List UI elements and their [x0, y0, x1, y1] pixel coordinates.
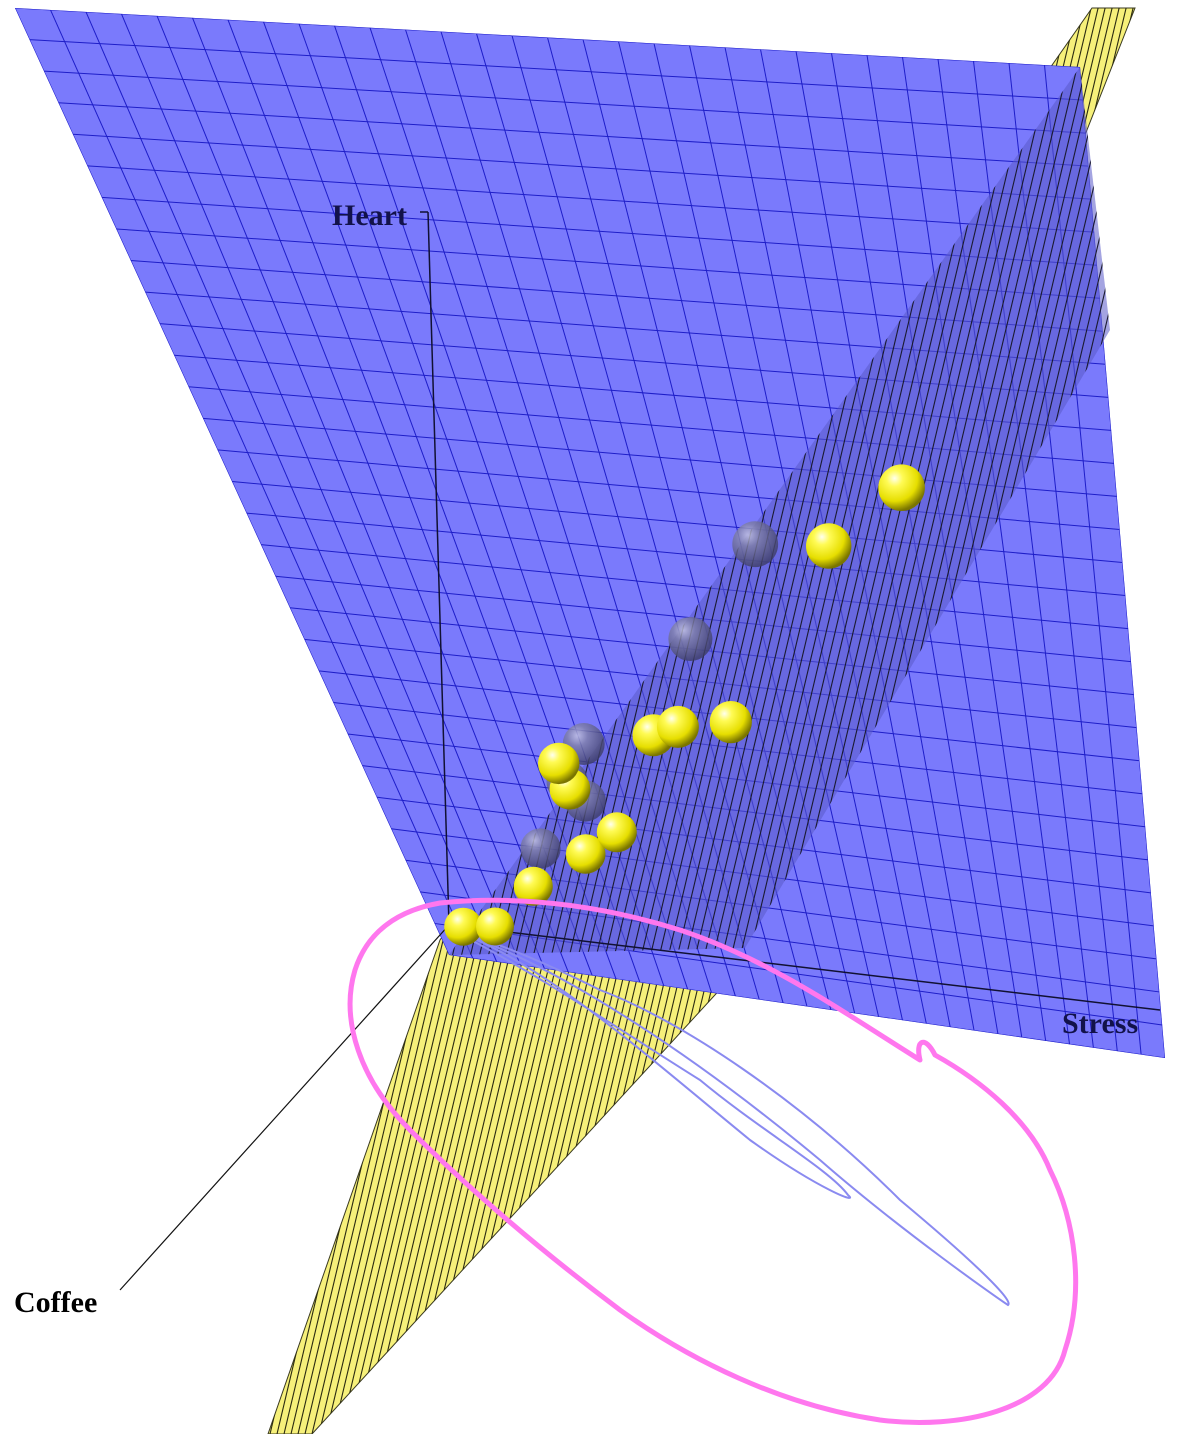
- data-point-sphere: [444, 907, 483, 946]
- hatch-line: [0, 0, 64, 1434]
- hatch-line: [1140, 0, 1190, 1434]
- coffee-axis-line: [119, 924, 450, 1291]
- hatch-line: [1167, 0, 1190, 1434]
- hatch-line: [0, 0, 99, 1434]
- hatch-line: [0, 0, 127, 1434]
- hatch-line: [0, 0, 85, 1434]
- data-point-sphere: [596, 812, 637, 853]
- axes: [119, 211, 1161, 1291]
- hatch-line: [1158, 0, 1190, 1434]
- hatch-line: [1176, 0, 1190, 1434]
- hatch-line: [0, 0, 121, 1434]
- heart-axis-line: [427, 211, 450, 926]
- hatch-line: [1138, 0, 1190, 1434]
- hatch-line: [0, 0, 76, 1434]
- contour-loops: [451, 929, 1010, 1307]
- hatch-line: [1166, 0, 1190, 1434]
- stress-axis-line: [448, 924, 1161, 1011]
- hatch-line: [1149, 0, 1190, 1434]
- grid-line: [58, 102, 1089, 167]
- contour-outer: [451, 929, 1010, 1307]
- hatch-line: [0, 0, 22, 1434]
- heart-axis-label: Heart: [332, 199, 407, 232]
- hatch-line: [0, 0, 112, 1434]
- hatch-line: [0, 0, 49, 1434]
- hatch-line: [1180, 0, 1190, 1434]
- hatch-line: [1145, 0, 1190, 1434]
- hatch-line: [0, 0, 85, 1434]
- data-point-sphere: [732, 521, 779, 568]
- grid-line: [72, 133, 1092, 200]
- hatch-line: [707, 67, 1049, 955]
- hatch-line: [0, 0, 71, 1434]
- hatch-line: [1159, 0, 1190, 1434]
- hatch-line: [689, 67, 1031, 955]
- hatch-line: [0, 0, 67, 1434]
- hatch-line: [0, 0, 78, 1434]
- data-point-sphere: [538, 742, 580, 785]
- data-point-sphere: [476, 907, 514, 946]
- data-point-sphere: [806, 523, 852, 569]
- pink-annotation-loop: [347, 897, 1079, 1425]
- hatch-line: [0, 0, 120, 1434]
- data-point-sphere: [565, 834, 606, 874]
- hatch-line: [0, 0, 43, 1434]
- hatch-line: [0, 0, 58, 1434]
- data-point-sphere: [520, 828, 561, 869]
- hatch-line: [1152, 0, 1190, 1434]
- hatch-line: [0, 0, 92, 1434]
- hatch-line: [1185, 0, 1190, 1434]
- hatch-line: [0, 0, 22, 1434]
- hatch-line: [0, 0, 4, 1434]
- hatch-line: [1173, 0, 1190, 1434]
- grid-line: [937, 59, 1071, 1045]
- hatch-line: [0, 0, 8, 1434]
- hatch-line: [680, 67, 1022, 955]
- contour-inner: [451, 929, 851, 1199]
- hatch-line: [0, 0, 15, 1434]
- data-point-sphere: [668, 617, 713, 661]
- grid-line: [29, 39, 1083, 101]
- hatch-line: [0, 0, 31, 1434]
- hatch-line: [0, 0, 50, 1434]
- hatch-line: [1130, 8, 1135, 1434]
- grid-line: [43, 70, 1086, 134]
- coffee-axis-label: Coffee: [14, 1286, 97, 1319]
- hatch-line: [0, 0, 57, 1434]
- hatch-line: [0, 0, 36, 1434]
- hatch-line: [0, 0, 29, 1434]
- data-points: [444, 464, 925, 946]
- hatch-line: [0, 0, 106, 1434]
- hatch-line: [0, 0, 113, 1434]
- hatch-line: [0, 0, 13, 1434]
- grid-line: [87, 165, 1095, 233]
- data-point-sphere: [878, 464, 925, 512]
- hatch-line: [0, 0, 103, 1434]
- hatch-line: [0, 0, 40, 1434]
- data-point-sphere: [513, 866, 553, 906]
- hatch-line: [0, 0, 1, 1434]
- hatch-line: [1131, 0, 1190, 1434]
- grid-line: [15, 8, 1081, 68]
- hatch-line: [698, 67, 1040, 955]
- hatch-line: [0, 0, 94, 1434]
- stress-axis-label: Stress: [1062, 1007, 1138, 1040]
- data-point-sphere: [656, 705, 699, 748]
- data-point-sphere: [709, 701, 752, 744]
